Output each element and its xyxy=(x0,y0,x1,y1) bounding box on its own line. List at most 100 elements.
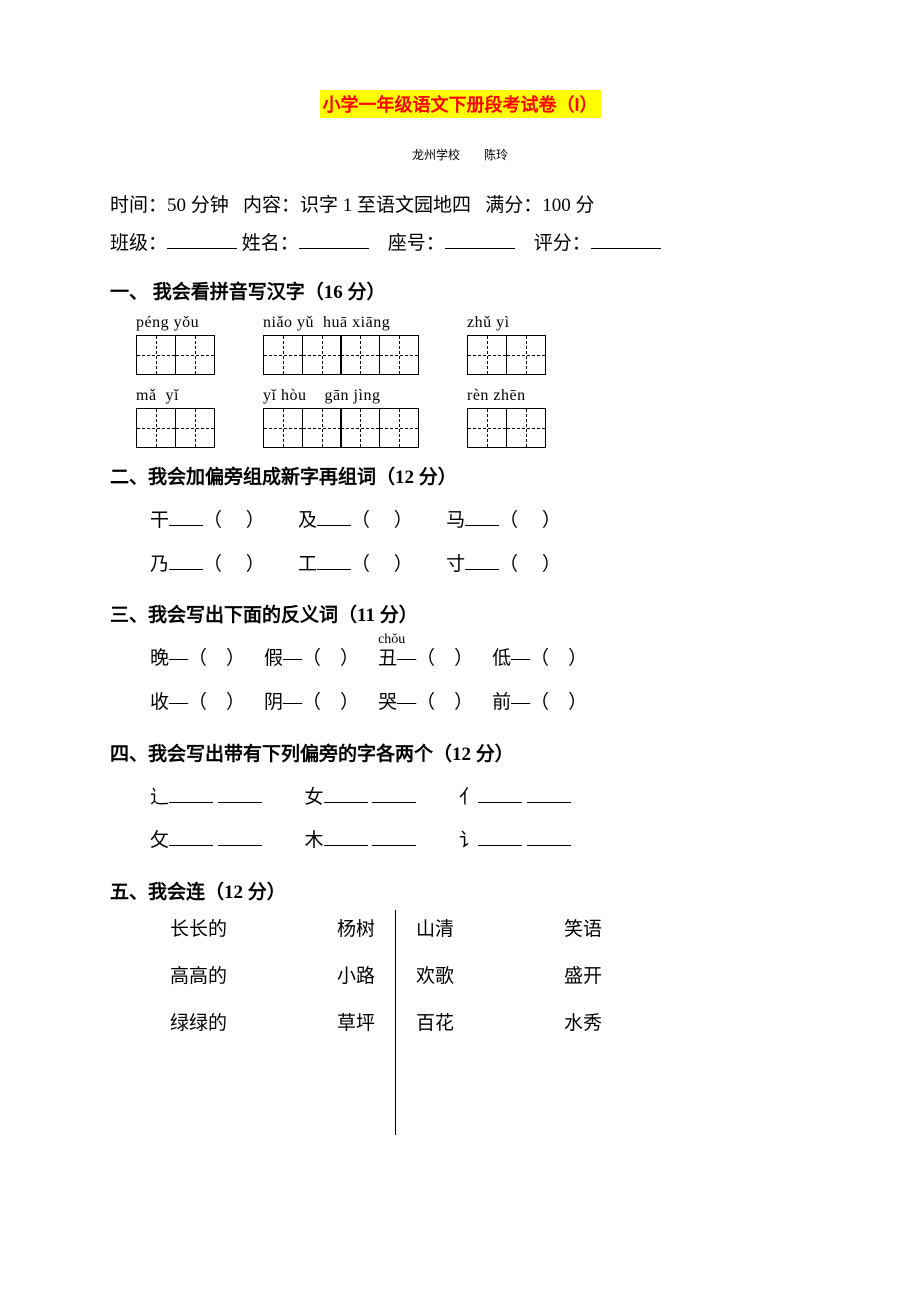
char: 及 xyxy=(298,510,317,531)
blank[interactable] xyxy=(372,786,416,803)
word: 小路 xyxy=(337,961,375,988)
radical: 攵 xyxy=(150,830,169,851)
class-field[interactable] xyxy=(167,229,237,249)
char: 寸 xyxy=(446,554,465,575)
blank[interactable] xyxy=(317,553,351,570)
blank[interactable] xyxy=(527,786,571,803)
tianzige-set[interactable] xyxy=(263,335,417,375)
score-label: 评分： xyxy=(534,233,591,254)
sec4-row2: 攵 木 讠 xyxy=(150,819,810,863)
blank[interactable] xyxy=(478,786,522,803)
blank[interactable] xyxy=(169,786,213,803)
char: 收 xyxy=(150,692,169,713)
blank[interactable] xyxy=(465,553,499,570)
pinyin-text: péng yǒu xyxy=(136,314,199,332)
char: 马 xyxy=(446,510,465,531)
section4-head: 四、我会写出带有下列偏旁的字各两个（12 分） xyxy=(110,739,810,766)
pinyin-item: niǎo yǔ huā xiāng xyxy=(263,314,417,375)
tianzige-set[interactable] xyxy=(467,335,544,375)
pinyin-item: yǐ hòu gān jìng xyxy=(263,387,417,448)
class-label: 班级： xyxy=(110,233,167,254)
blank[interactable] xyxy=(478,829,522,846)
word: 草坪 xyxy=(337,1008,375,1035)
header-info-2: 班级： 姓名： 座号： 评分： xyxy=(110,225,810,263)
subtitle-teacher: 陈玲 xyxy=(484,148,508,162)
blank[interactable] xyxy=(324,786,368,803)
fullscore-label: 满分：100 分 xyxy=(485,195,594,216)
radical: 亻 xyxy=(459,787,478,808)
char: 晚 xyxy=(150,648,169,669)
exam-title: 小学一年级语文下册段考试卷（I） xyxy=(320,90,601,118)
sec2-row2: 乃（ ） 工（ ） 寸（ ） xyxy=(150,543,810,587)
subtitle-school: 龙州学校 xyxy=(412,148,460,162)
word: 绿绿的 xyxy=(170,1008,227,1035)
pinyin-item: rèn zhēn xyxy=(467,387,544,448)
word: 长长的 xyxy=(170,914,227,941)
section1-head: 一、 我会看拼音写汉字（16 分） xyxy=(110,277,810,304)
radical: 木 xyxy=(305,830,324,851)
ruby-char: chǒu丑 xyxy=(378,637,397,681)
blank[interactable] xyxy=(218,829,262,846)
connect-col-left1: 长长的 高高的 绿绿的 xyxy=(170,914,227,1135)
char: 工 xyxy=(298,554,317,575)
word: 百花 xyxy=(416,1008,454,1035)
pinyin-item: mǎ yǐ xyxy=(136,387,213,448)
connect-col-right1: 山清 欢歌 百花 xyxy=(416,914,454,1135)
tianzige-set[interactable] xyxy=(467,408,544,448)
word: 欢歌 xyxy=(416,961,454,988)
radical: 辶 xyxy=(150,787,169,808)
time-label: 时间：50 分钟 xyxy=(110,195,229,216)
section2-head: 二、我会加偏旁组成新字再组词（12 分） xyxy=(110,462,810,489)
section5-head: 五、我会连（12 分） xyxy=(110,877,810,904)
sec4-row1: 辶 女 亻 xyxy=(150,776,810,820)
seat-label: 座号： xyxy=(388,233,445,254)
connect-col-left2: 杨树 小路 草坪 xyxy=(337,914,375,1135)
word: 笑语 xyxy=(564,914,602,941)
seat-field[interactable] xyxy=(445,229,515,249)
word: 盛开 xyxy=(564,961,602,988)
pinyin-item: zhǔ yì xyxy=(467,314,544,375)
tianzige-set[interactable] xyxy=(263,408,417,448)
blank[interactable] xyxy=(169,509,203,526)
blank[interactable] xyxy=(169,553,203,570)
blank[interactable] xyxy=(324,829,368,846)
name-field[interactable] xyxy=(299,229,369,249)
vertical-divider xyxy=(395,910,396,1135)
blank[interactable] xyxy=(527,829,571,846)
word: 山清 xyxy=(416,914,454,941)
pinyin-text: yǐ hòu gān jìng xyxy=(263,387,380,405)
score-field[interactable] xyxy=(591,229,661,249)
char: 干 xyxy=(150,510,169,531)
tianzige-set[interactable] xyxy=(136,335,213,375)
tianzige-set[interactable] xyxy=(136,408,213,448)
pinyin-text: zhǔ yì xyxy=(467,314,510,332)
pinyin-text: rèn zhēn xyxy=(467,387,526,405)
pinyin-row-2: mǎ yǐ yǐ hòu gān jìng rèn zhēn xyxy=(136,387,810,448)
sec3-row2: 收—（ ） 阴—（ ） 哭—（ ） 前—（ ） xyxy=(150,681,810,725)
sec3-row1: 晚—（ ） 假—（ ） chǒu丑—（ ） 低—（ ） xyxy=(150,637,810,681)
blank[interactable] xyxy=(465,509,499,526)
blank[interactable] xyxy=(169,829,213,846)
word: 杨树 xyxy=(337,914,375,941)
char: 乃 xyxy=(150,554,169,575)
word: 水秀 xyxy=(564,1008,602,1035)
connect-table: 长长的 高高的 绿绿的 杨树 小路 草坪 山清 欢歌 百花 笑语 盛开 水秀 xyxy=(170,914,810,1135)
char: 阴 xyxy=(264,692,283,713)
connect-col-right2: 笑语 盛开 水秀 xyxy=(564,914,602,1135)
section3-head: 三、我会写出下面的反义词（11 分） xyxy=(110,600,810,627)
sec2-row1: 干（ ） 及（ ） 马（ ） xyxy=(150,499,810,543)
name-label: 姓名： xyxy=(242,233,299,254)
word: 高高的 xyxy=(170,961,227,988)
header-info-1: 时间：50 分钟 内容：识字 1 至语文园地四 满分：100 分 xyxy=(110,187,810,225)
radical: 女 xyxy=(305,787,324,808)
pinyin-row-1: péng yǒu niǎo yǔ huā xiāng zhǔ yì xyxy=(136,314,810,375)
blank[interactable] xyxy=(218,786,262,803)
title-wrap: 小学一年级语文下册段考试卷（I） xyxy=(110,90,810,118)
blank[interactable] xyxy=(317,509,351,526)
radical: 讠 xyxy=(459,830,478,851)
char: 假 xyxy=(264,648,283,669)
pinyin-item: péng yǒu xyxy=(136,314,213,375)
pinyin-text: niǎo yǔ huā xiāng xyxy=(263,314,390,332)
blank[interactable] xyxy=(372,829,416,846)
ruby-pinyin: chǒu xyxy=(378,624,397,656)
